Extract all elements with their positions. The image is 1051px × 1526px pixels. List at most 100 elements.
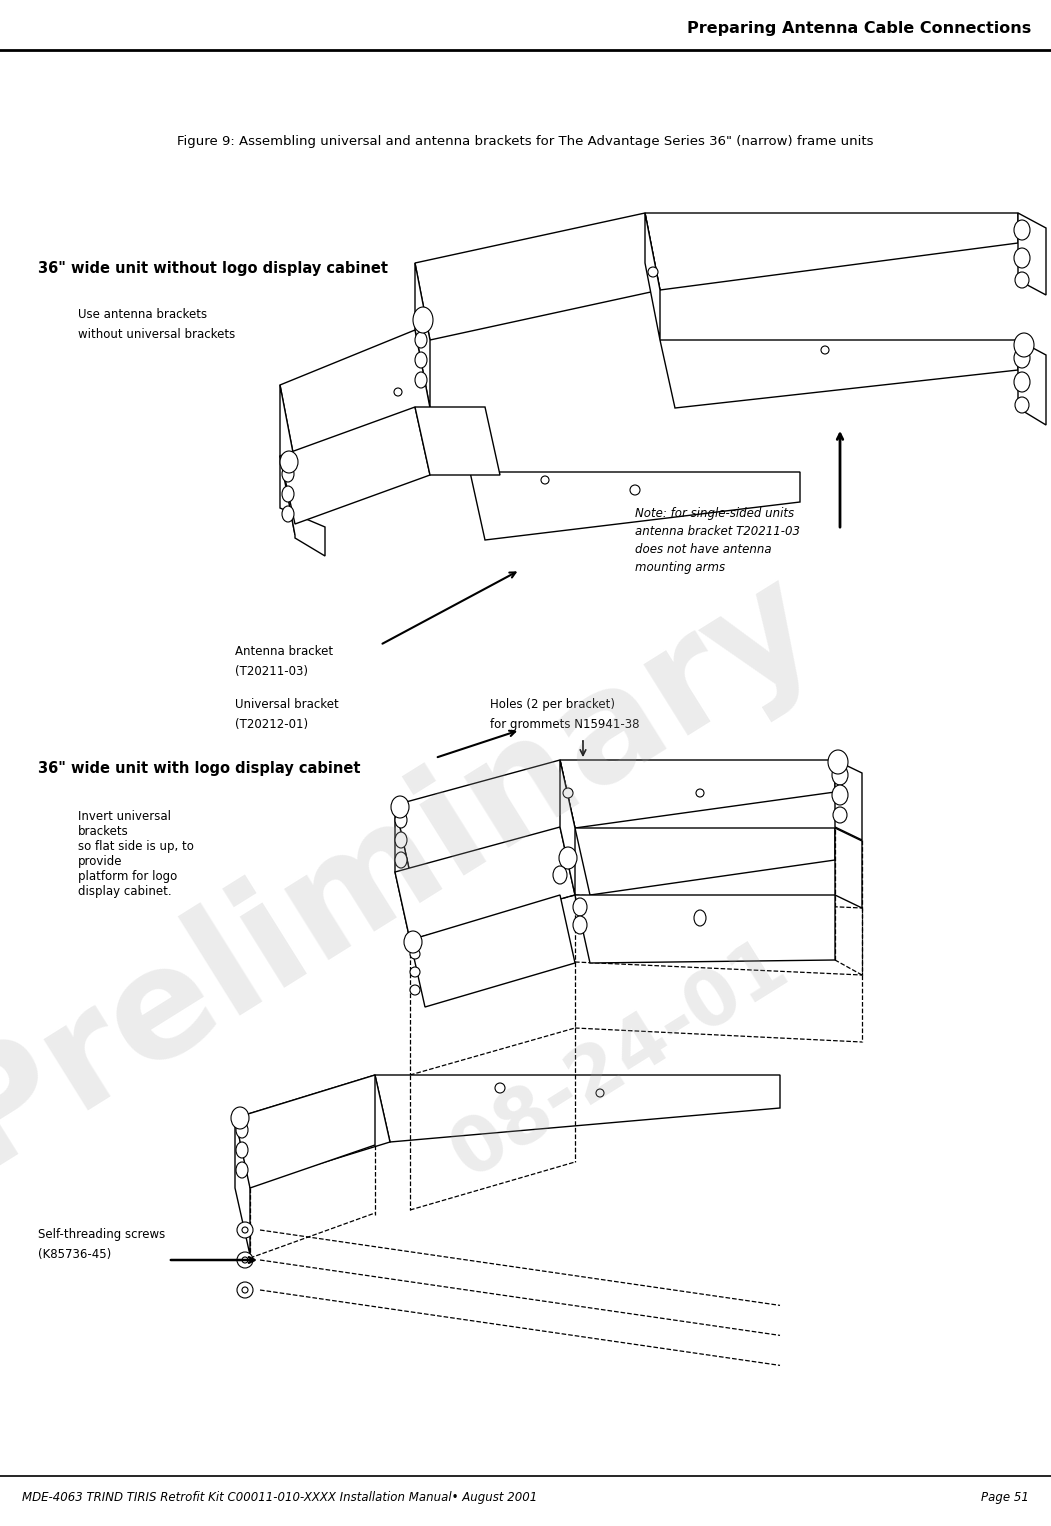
Ellipse shape [828, 749, 848, 774]
Ellipse shape [1014, 372, 1030, 392]
Circle shape [495, 1083, 504, 1093]
Polygon shape [375, 1074, 780, 1141]
Circle shape [563, 787, 573, 798]
Polygon shape [560, 760, 575, 896]
Ellipse shape [1014, 249, 1030, 269]
Ellipse shape [280, 452, 298, 473]
Polygon shape [1018, 340, 1046, 426]
Circle shape [648, 267, 658, 278]
Polygon shape [660, 340, 1018, 407]
Circle shape [410, 984, 420, 995]
Polygon shape [280, 407, 430, 523]
Text: Preparing Antenna Cable Connections: Preparing Antenna Cable Connections [686, 20, 1031, 35]
Ellipse shape [282, 465, 294, 482]
Text: Figure 9: Assembling universal and antenna brackets for The Advantage Series 36": Figure 9: Assembling universal and anten… [178, 136, 873, 148]
Ellipse shape [395, 812, 407, 829]
Polygon shape [235, 1074, 390, 1186]
Ellipse shape [832, 784, 848, 806]
Circle shape [541, 476, 549, 484]
Ellipse shape [236, 1161, 248, 1178]
Text: Invert universal
brackets
so flat side is up, to
provide
platform for logo
displ: Invert universal brackets so flat side i… [78, 810, 193, 897]
Circle shape [596, 1090, 604, 1097]
Circle shape [821, 346, 829, 354]
Polygon shape [410, 896, 575, 1007]
Text: without universal brackets: without universal brackets [78, 328, 235, 340]
Polygon shape [470, 472, 800, 540]
Polygon shape [395, 827, 575, 940]
Text: MDE-4063 TRIND TIRIS Retrofit Kit C00011-010-XXXX Installation Manual• August 20: MDE-4063 TRIND TIRIS Retrofit Kit C00011… [22, 1491, 537, 1505]
Text: Preliminary: Preliminary [0, 543, 842, 1196]
Ellipse shape [1014, 220, 1030, 240]
Text: (K85736-45): (K85736-45) [38, 1248, 111, 1260]
Text: Self-threading screws: Self-threading screws [38, 1228, 165, 1241]
Ellipse shape [415, 353, 427, 368]
Polygon shape [415, 214, 660, 340]
Text: 36" wide unit with logo display cabinet: 36" wide unit with logo display cabinet [38, 760, 360, 775]
Ellipse shape [832, 765, 848, 784]
Polygon shape [834, 760, 862, 839]
Polygon shape [280, 385, 295, 536]
Ellipse shape [395, 852, 407, 868]
Circle shape [630, 485, 640, 494]
Circle shape [242, 1286, 248, 1293]
Text: 08-24-01: 08-24-01 [438, 928, 802, 1192]
Polygon shape [575, 829, 834, 896]
Polygon shape [415, 407, 500, 475]
Ellipse shape [415, 333, 427, 348]
Ellipse shape [1015, 272, 1029, 288]
Polygon shape [645, 214, 660, 340]
Ellipse shape [833, 807, 847, 823]
Circle shape [410, 949, 420, 958]
Ellipse shape [413, 307, 433, 333]
Text: antenna bracket T20211-03: antenna bracket T20211-03 [635, 525, 800, 539]
Circle shape [696, 789, 704, 797]
Ellipse shape [573, 916, 588, 934]
Polygon shape [834, 829, 862, 908]
Polygon shape [560, 760, 834, 829]
Text: 36" wide unit without logo display cabinet: 36" wide unit without logo display cabin… [38, 261, 388, 276]
Ellipse shape [559, 847, 577, 868]
Circle shape [394, 388, 401, 397]
Polygon shape [575, 896, 834, 963]
Text: Holes (2 per bracket): Holes (2 per bracket) [490, 697, 615, 711]
Text: (T20212-01): (T20212-01) [235, 719, 308, 731]
Polygon shape [645, 214, 1018, 290]
Ellipse shape [391, 797, 409, 818]
Polygon shape [395, 806, 410, 940]
Ellipse shape [231, 1106, 249, 1129]
Text: Antenna bracket: Antenna bracket [235, 645, 333, 658]
Ellipse shape [1014, 348, 1030, 368]
Polygon shape [415, 262, 430, 407]
Text: for grommets N15941-38: for grommets N15941-38 [490, 719, 639, 731]
Ellipse shape [415, 372, 427, 388]
Text: mounting arms: mounting arms [635, 562, 725, 574]
Polygon shape [235, 1119, 250, 1254]
Text: (T20211-03): (T20211-03) [235, 665, 308, 678]
Text: Use antenna brackets: Use antenna brackets [78, 308, 207, 320]
Ellipse shape [282, 485, 294, 502]
Ellipse shape [236, 1141, 248, 1158]
Circle shape [236, 1222, 253, 1238]
Ellipse shape [694, 909, 706, 926]
Ellipse shape [553, 865, 566, 884]
Ellipse shape [573, 897, 588, 916]
Ellipse shape [282, 507, 294, 522]
Ellipse shape [404, 931, 423, 954]
Polygon shape [280, 330, 430, 462]
Circle shape [242, 1227, 248, 1233]
Text: does not have antenna: does not have antenna [635, 543, 771, 555]
Circle shape [410, 967, 420, 977]
Polygon shape [280, 456, 325, 555]
Circle shape [236, 1282, 253, 1299]
Text: Page 51: Page 51 [982, 1491, 1029, 1505]
Ellipse shape [1015, 397, 1029, 414]
Ellipse shape [1014, 333, 1034, 357]
Polygon shape [1018, 214, 1046, 295]
Ellipse shape [236, 1122, 248, 1138]
Text: Note: for single-sided units: Note: for single-sided units [635, 507, 795, 520]
Text: Universal bracket: Universal bracket [235, 697, 338, 711]
Ellipse shape [395, 832, 407, 848]
Circle shape [236, 1251, 253, 1268]
Circle shape [242, 1257, 248, 1264]
Polygon shape [235, 1074, 375, 1189]
